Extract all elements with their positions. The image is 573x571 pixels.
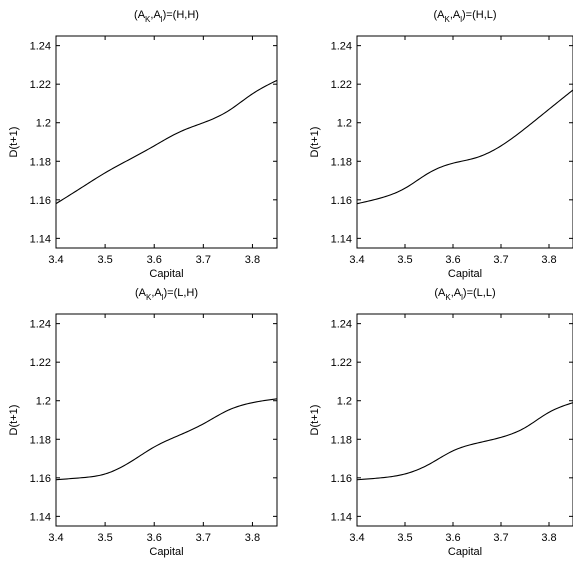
x-axis-title: Capital [149,268,183,280]
plot-frame [55,35,278,249]
x-tick-label: 3.4 [48,532,63,544]
y-tick-label: 1.14 [331,511,352,523]
series-line-1 [55,79,278,205]
y-tick-label: 1.18 [30,434,51,446]
y-tick-label: 1.2 [337,396,352,408]
panel-title: (AK,Al)=(H,H) [134,9,199,24]
series-line-1 [55,398,278,481]
x-tick-label: 3.4 [349,532,364,544]
y-tick-label: 1.2 [36,396,51,408]
x-tick-label: 3.8 [541,254,556,266]
x-axis-title: Capital [448,268,482,280]
x-tick-label: 3.4 [48,254,63,266]
y-tick-label: 1.18 [331,434,352,446]
x-tick-label: 3.7 [196,532,211,544]
plot-frame [356,35,573,249]
x-tick-label: 3.8 [541,532,556,544]
x-tick-label: 3.6 [147,532,162,544]
y-tick-label: 1.14 [30,233,51,245]
y-tick-label: 1.18 [331,156,352,168]
chart-panel-2: 3.4 3.5 3.6 3.7 3.8 1.14 1.16 1.18 1.2 1.22 1.24 Ca… [309,9,573,280]
chart-panel-1: 3.4 3.5 3.6 3.7 3.8 1.14 1.16 1.18 1.2 1.22 1.24 Ca… [8,9,278,280]
x-tick-label: 3.4 [349,254,364,266]
series-line-1 [356,89,573,205]
y-axis-title: D(t+1) [8,127,20,158]
x-tick-label: 3.7 [196,254,211,266]
plot-frame [55,313,278,527]
x-tick-label: 3.8 [245,254,260,266]
y-tick-label: 1.16 [30,195,51,207]
y-tick-label: 1.14 [30,511,51,523]
y-tick-label: 1.16 [331,195,352,207]
y-axis-title: D(t+1) [309,127,321,158]
y-tick-label: 1.22 [331,79,352,91]
x-tick-label: 3.6 [445,532,460,544]
y-tick-label: 1.24 [30,41,51,53]
y-tick-label: 1.24 [331,319,352,331]
plot-frame [356,313,573,527]
y-axis-title: D(t+1) [8,405,20,436]
x-tick-label: 3.5 [397,532,412,544]
y-tick-label: 1.2 [36,118,51,130]
x-axis-title: Capital [448,546,482,558]
chart-panel-4: 3.4 3.5 3.6 3.7 3.8 1.14 1.16 1.18 1.2 1.22 1.24 Ca… [309,287,573,558]
x-tick-label: 3.7 [493,254,508,266]
y-tick-label: 1.16 [331,473,352,485]
x-tick-label: 3.5 [397,254,412,266]
x-tick-label: 3.8 [245,532,260,544]
y-tick-label: 1.22 [331,357,352,369]
chart-panel-3: 3.4 3.5 3.6 3.7 3.8 1.14 1.16 1.18 1.2 1.22 1.24 Ca… [8,287,278,558]
x-tick-label: 3.6 [147,254,162,266]
x-tick-label: 3.7 [493,532,508,544]
y-tick-label: 1.24 [30,319,51,331]
x-tick-label: 3.5 [97,254,112,266]
x-tick-label: 3.6 [445,254,460,266]
panel-title: (AK,Al)=(L,H) [135,287,198,302]
y-tick-label: 1.24 [331,41,352,53]
y-tick-label: 1.22 [30,79,51,91]
y-tick-label: 1.2 [337,118,352,130]
x-axis-title: Capital [149,546,183,558]
y-tick-label: 1.14 [331,233,352,245]
y-tick-label: 1.22 [30,357,51,369]
y-tick-label: 1.16 [30,473,51,485]
x-tick-label: 3.5 [97,532,112,544]
panel-title: (AK,Al)=(H,L) [433,9,496,24]
y-axis-title: D(t+1) [309,405,321,436]
y-tick-label: 1.18 [30,156,51,168]
series-line-1 [356,402,573,481]
panel-title: (AK,Al)=(L,L) [434,287,495,302]
